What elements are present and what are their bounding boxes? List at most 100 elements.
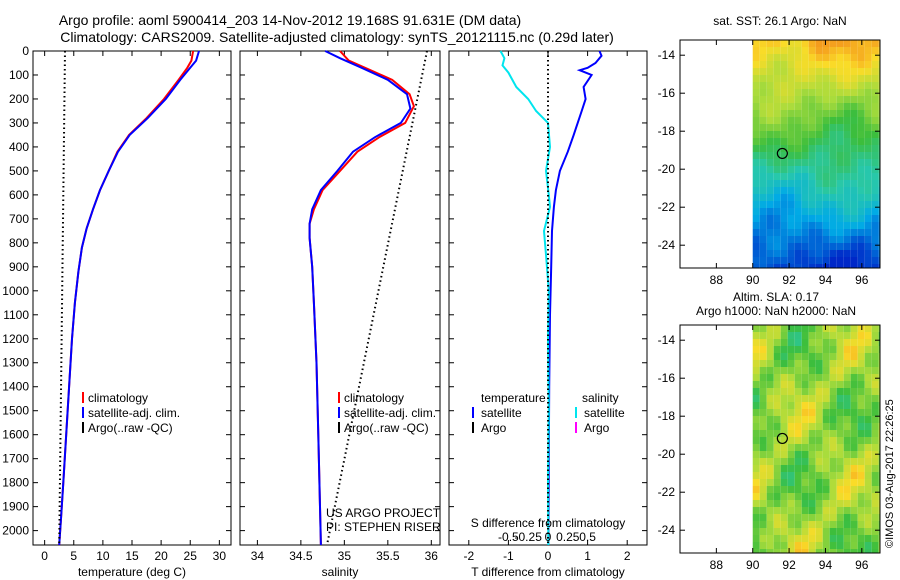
sst-map-cell [808, 61, 816, 68]
sla-map-cell [815, 423, 823, 430]
sst-map-cell [843, 138, 851, 145]
sst-map-cell [787, 82, 795, 89]
sla-map-cell [857, 521, 865, 528]
sst-map-cell [815, 222, 823, 229]
sla-map-cell [857, 479, 865, 486]
sla-map-cell [843, 360, 851, 367]
sst-map-cell [871, 138, 879, 145]
sst-map-cell [843, 89, 851, 96]
sla-map-cell [801, 500, 809, 507]
sla-map-cell [857, 451, 865, 458]
sla-map-cell [752, 374, 760, 381]
sla-map-cell [857, 486, 865, 493]
sst-map-cell [801, 243, 809, 250]
sla-map-cell [787, 500, 795, 507]
temperature-ytick-label: 400 [9, 140, 29, 154]
sla-map-cell [773, 444, 781, 451]
sst-map-cell [836, 89, 844, 96]
sst-map-cell [878, 194, 880, 201]
sla-map-cell [836, 549, 844, 553]
sst-map-cell [794, 40, 802, 47]
sla-map-cell [759, 444, 767, 451]
sst-map-cell [773, 194, 781, 201]
sla-map-cell [787, 458, 795, 465]
sst-map-cell [766, 166, 774, 173]
sla-map-cell [808, 409, 816, 416]
sla-map-cell [878, 430, 880, 437]
sla-map-cell [780, 437, 788, 444]
sla-map-cell [766, 381, 774, 388]
sla-map-cell [766, 500, 774, 507]
sst-map-cell [878, 75, 880, 82]
sla-map-cell [829, 500, 837, 507]
sla-map-cell [864, 500, 872, 507]
sla-map-cell [857, 388, 865, 395]
temperature-ytick-label: 500 [9, 164, 29, 178]
sst-map-cell [801, 117, 809, 124]
sla-map-cell [759, 402, 767, 409]
sst-map-cell [871, 82, 879, 89]
sla-map-cell [773, 395, 781, 402]
sla-map-cell [836, 542, 844, 549]
sst-map-ytick-label: -24 [658, 238, 676, 252]
sla-map-cell [787, 444, 795, 451]
sst-map-cell [878, 250, 880, 257]
sst-map-cell [864, 152, 872, 159]
sst-map-cell [759, 166, 767, 173]
sst-map-cell [822, 117, 830, 124]
sst-map-cell [787, 145, 795, 152]
sst-map-ytick-label: -16 [658, 86, 676, 100]
sst-map-cell [808, 264, 816, 268]
sla-map-cell [871, 514, 879, 521]
sst-map-cell [871, 236, 879, 243]
sla-map-cell [857, 416, 865, 423]
sst-map-cell [801, 166, 809, 173]
sla-map-cell [822, 423, 830, 430]
sla-map-cell [836, 402, 844, 409]
sla-map-cell [801, 451, 809, 458]
sst-map-cell [759, 47, 767, 54]
sst-map-cell [801, 250, 809, 257]
sst-map-cell [773, 208, 781, 215]
sla-map-cell [752, 479, 760, 486]
sst-map-cell [857, 257, 865, 264]
sst-map-cell [850, 194, 858, 201]
salinity-series-satellite-adj-clim- [308, 50, 412, 546]
sst-map-cell [801, 145, 809, 152]
sst-map-cell [857, 222, 865, 229]
sla-map-cell [759, 535, 767, 542]
sst-map-cell [766, 187, 774, 194]
sst-map-cell [815, 61, 823, 68]
sst-map-cell [822, 264, 830, 268]
sla-map-cell [787, 465, 795, 472]
sst-map-cell [780, 222, 788, 229]
sla-map-cell [829, 402, 837, 409]
sst-map-cell [815, 145, 823, 152]
sla-map-cell [801, 346, 809, 353]
sla-map-cell [766, 451, 774, 458]
sla-map-cell [857, 339, 865, 346]
sst-map-cell [857, 61, 865, 68]
sst-map-cell [773, 264, 781, 268]
sst-map-cell [878, 145, 880, 152]
sst-map-cell [822, 236, 830, 243]
sla-map-cell [808, 374, 816, 381]
sst-map-cell [794, 159, 802, 166]
sla-map-cell [801, 542, 809, 549]
temperature-frame [32, 50, 232, 546]
sst-map-cell [857, 159, 865, 166]
sla-map-cell [801, 353, 809, 360]
sla-map-cell [864, 430, 872, 437]
sla-map-cell [829, 332, 837, 339]
sst-map-cell [850, 110, 858, 117]
sst-map-cell [857, 68, 865, 75]
sla-map-title: Argo h1000: NaN h2000: NaN [696, 304, 856, 318]
sst-map-cell [794, 173, 802, 180]
sla-map-cell [752, 367, 760, 374]
sst-map-cell [766, 89, 774, 96]
sla-map-cell [787, 381, 795, 388]
sla-map-cell [822, 500, 830, 507]
sla-map-cell [822, 346, 830, 353]
sst-map-cell [829, 61, 837, 68]
sst-map-cell [773, 75, 781, 82]
